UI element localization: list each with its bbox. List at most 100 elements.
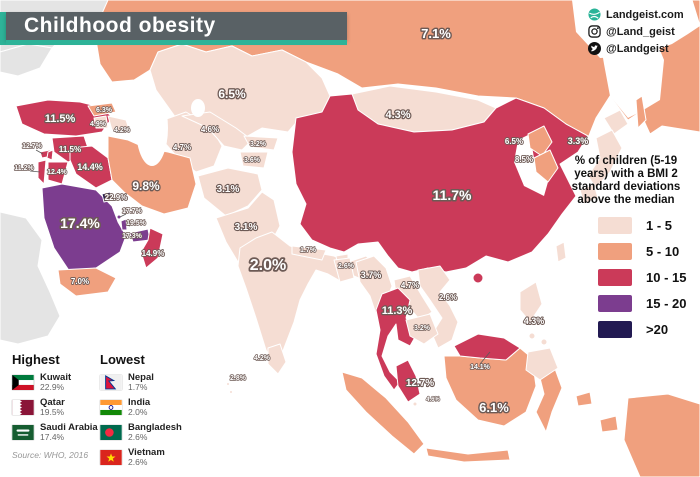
yellow-sea — [514, 134, 548, 196]
flag-kuwait — [12, 375, 34, 390]
flag-saudi-arabia — [12, 425, 34, 440]
country-afghanistan — [197, 167, 263, 217]
country-georgia — [87, 102, 117, 117]
map-label-afghanistan: 3.1% — [217, 184, 240, 195]
map-label-thailand: 11.3% — [382, 305, 413, 317]
country-name: Bangladesh — [128, 422, 182, 433]
country-taiwan — [555, 241, 567, 263]
map-label-north-korea: 6.5% — [505, 137, 523, 146]
flag-vietnam — [100, 450, 122, 465]
map-label-iran: 9.8% — [132, 179, 160, 193]
country-name: Vietnam — [128, 447, 165, 458]
map-legend: % of children (5-19 years) with a BMI 2 … — [552, 155, 700, 338]
caspian-sea — [136, 90, 168, 166]
country-kyrgyzstan — [243, 135, 279, 151]
map-label-pakistan: 3.1% — [235, 222, 258, 233]
map-label-russia: 7.1% — [421, 26, 451, 41]
country-lebanon — [46, 149, 54, 161]
map-label-qatar: 19.5% — [126, 220, 147, 227]
list-item: Vietnam 2.6% — [100, 448, 200, 467]
callout-cyprus — [35, 149, 44, 155]
country-vietnam — [417, 265, 459, 349]
map-label-kyrgyzstan: 3.2% — [250, 141, 267, 148]
country-maldives — [226, 382, 230, 386]
map-label-armenia: 4.9% — [90, 121, 107, 128]
twitter-handle: @Landgeist — [606, 42, 669, 55]
country-philippines-visayas-2 — [540, 338, 548, 346]
twitter-icon — [588, 42, 601, 55]
country-maldives-2 — [229, 390, 233, 394]
legend-items: 1 - 5 5 - 10 10 - 15 15 - 20 >20 — [552, 217, 700, 338]
country-sri-lanka — [267, 343, 287, 375]
country-value: 1.7% — [128, 382, 148, 392]
country-saudi-arabia — [41, 183, 127, 273]
country-nepal — [291, 245, 327, 261]
country-name: Qatar — [40, 397, 65, 408]
legend-range-label: 15 - 20 — [646, 296, 687, 311]
map-label-tajikistan: 3.6% — [244, 157, 261, 164]
country-indonesia-java — [425, 447, 511, 463]
page-title: Childhood obesity — [24, 14, 216, 37]
country-japan-kyushu — [579, 183, 599, 205]
country-value: 22.9% — [40, 382, 65, 392]
country-hainan — [472, 272, 484, 284]
country-china — [291, 93, 589, 273]
map-label-cambodia: 3.2% — [414, 325, 431, 332]
social-twitter: @Landgeist — [588, 42, 684, 55]
map-label-turkey: 11.5% — [45, 113, 76, 125]
country-africa — [0, 211, 61, 345]
map-label-uzbekistan: 4.6% — [201, 125, 219, 134]
map-label-maldives: 2.8% — [230, 375, 247, 382]
title-accent-left — [0, 12, 6, 45]
country-value: 19.5% — [40, 407, 65, 417]
country-cambodia — [405, 313, 439, 345]
highest-title: Highest — [12, 352, 60, 367]
list-item: Kuwait 22.9% — [12, 373, 98, 392]
list-item: India 2.0% — [100, 398, 200, 417]
legend-swatch-5-10 — [598, 243, 632, 260]
country-value: 17.4% — [40, 432, 65, 442]
country-armenia — [93, 115, 109, 129]
country-bahrain — [116, 214, 122, 220]
map-label-turkmenistan: 4.7% — [173, 143, 191, 152]
legend-range-label: 5 - 10 — [646, 244, 680, 259]
social-instagram: @Land_geist — [588, 25, 684, 38]
legend-swatch-over-20 — [598, 321, 632, 338]
social-website: Landgeist.com — [588, 8, 684, 21]
lowest-list: Lowest Nepal 1.7% Ind — [100, 352, 200, 473]
social-links: Landgeist.com @Land_geist @Landgeist — [588, 8, 684, 55]
map-label-nepal: 1.7% — [300, 247, 317, 254]
country-qatar — [120, 218, 128, 231]
flag-nepal — [100, 375, 122, 390]
legend-swatch-15-20 — [598, 295, 632, 312]
country-malaysia-peninsular — [395, 359, 421, 403]
map-label-iraq: 14.4% — [77, 162, 103, 172]
country-value: 2.6% — [128, 457, 148, 467]
country-south-korea — [533, 149, 559, 183]
country-name: India — [128, 397, 151, 408]
map-label-bangladesh: 2.6% — [338, 263, 355, 270]
map-label-vietnam: 2.6% — [439, 293, 457, 302]
legend-swatch-1-5 — [598, 217, 632, 234]
country-singapore — [412, 401, 418, 407]
legend-title-line: above the median — [577, 194, 675, 206]
map-label-china: 11.7% — [433, 187, 472, 203]
lowest-title: Lowest — [100, 352, 145, 367]
country-russia-sakhalin — [635, 95, 647, 129]
callout-bahrain — [119, 213, 127, 218]
country-philippines-visayas — [528, 332, 536, 340]
legend-title: % of children (5-19 years) with a BMI 2 … — [552, 155, 700, 207]
list-item: Nepal 1.7% — [100, 373, 200, 392]
legend-title-line: standard deviations — [571, 181, 681, 193]
map-label-india: 2.0% — [250, 257, 286, 274]
title-bar: Childhood obesity — [0, 12, 347, 45]
country-japan-hokkaido — [603, 109, 629, 135]
legend-item: 10 - 15 — [598, 269, 700, 286]
country-yemen — [57, 267, 117, 297]
legend-item: >20 — [598, 321, 700, 338]
country-philippines-mindanao — [525, 347, 559, 381]
map-label-azerbaijan: 4.2% — [114, 127, 131, 134]
country-russia-chukotka — [691, 0, 700, 27]
map-label-saudi-arabia: 17.4% — [60, 215, 100, 231]
